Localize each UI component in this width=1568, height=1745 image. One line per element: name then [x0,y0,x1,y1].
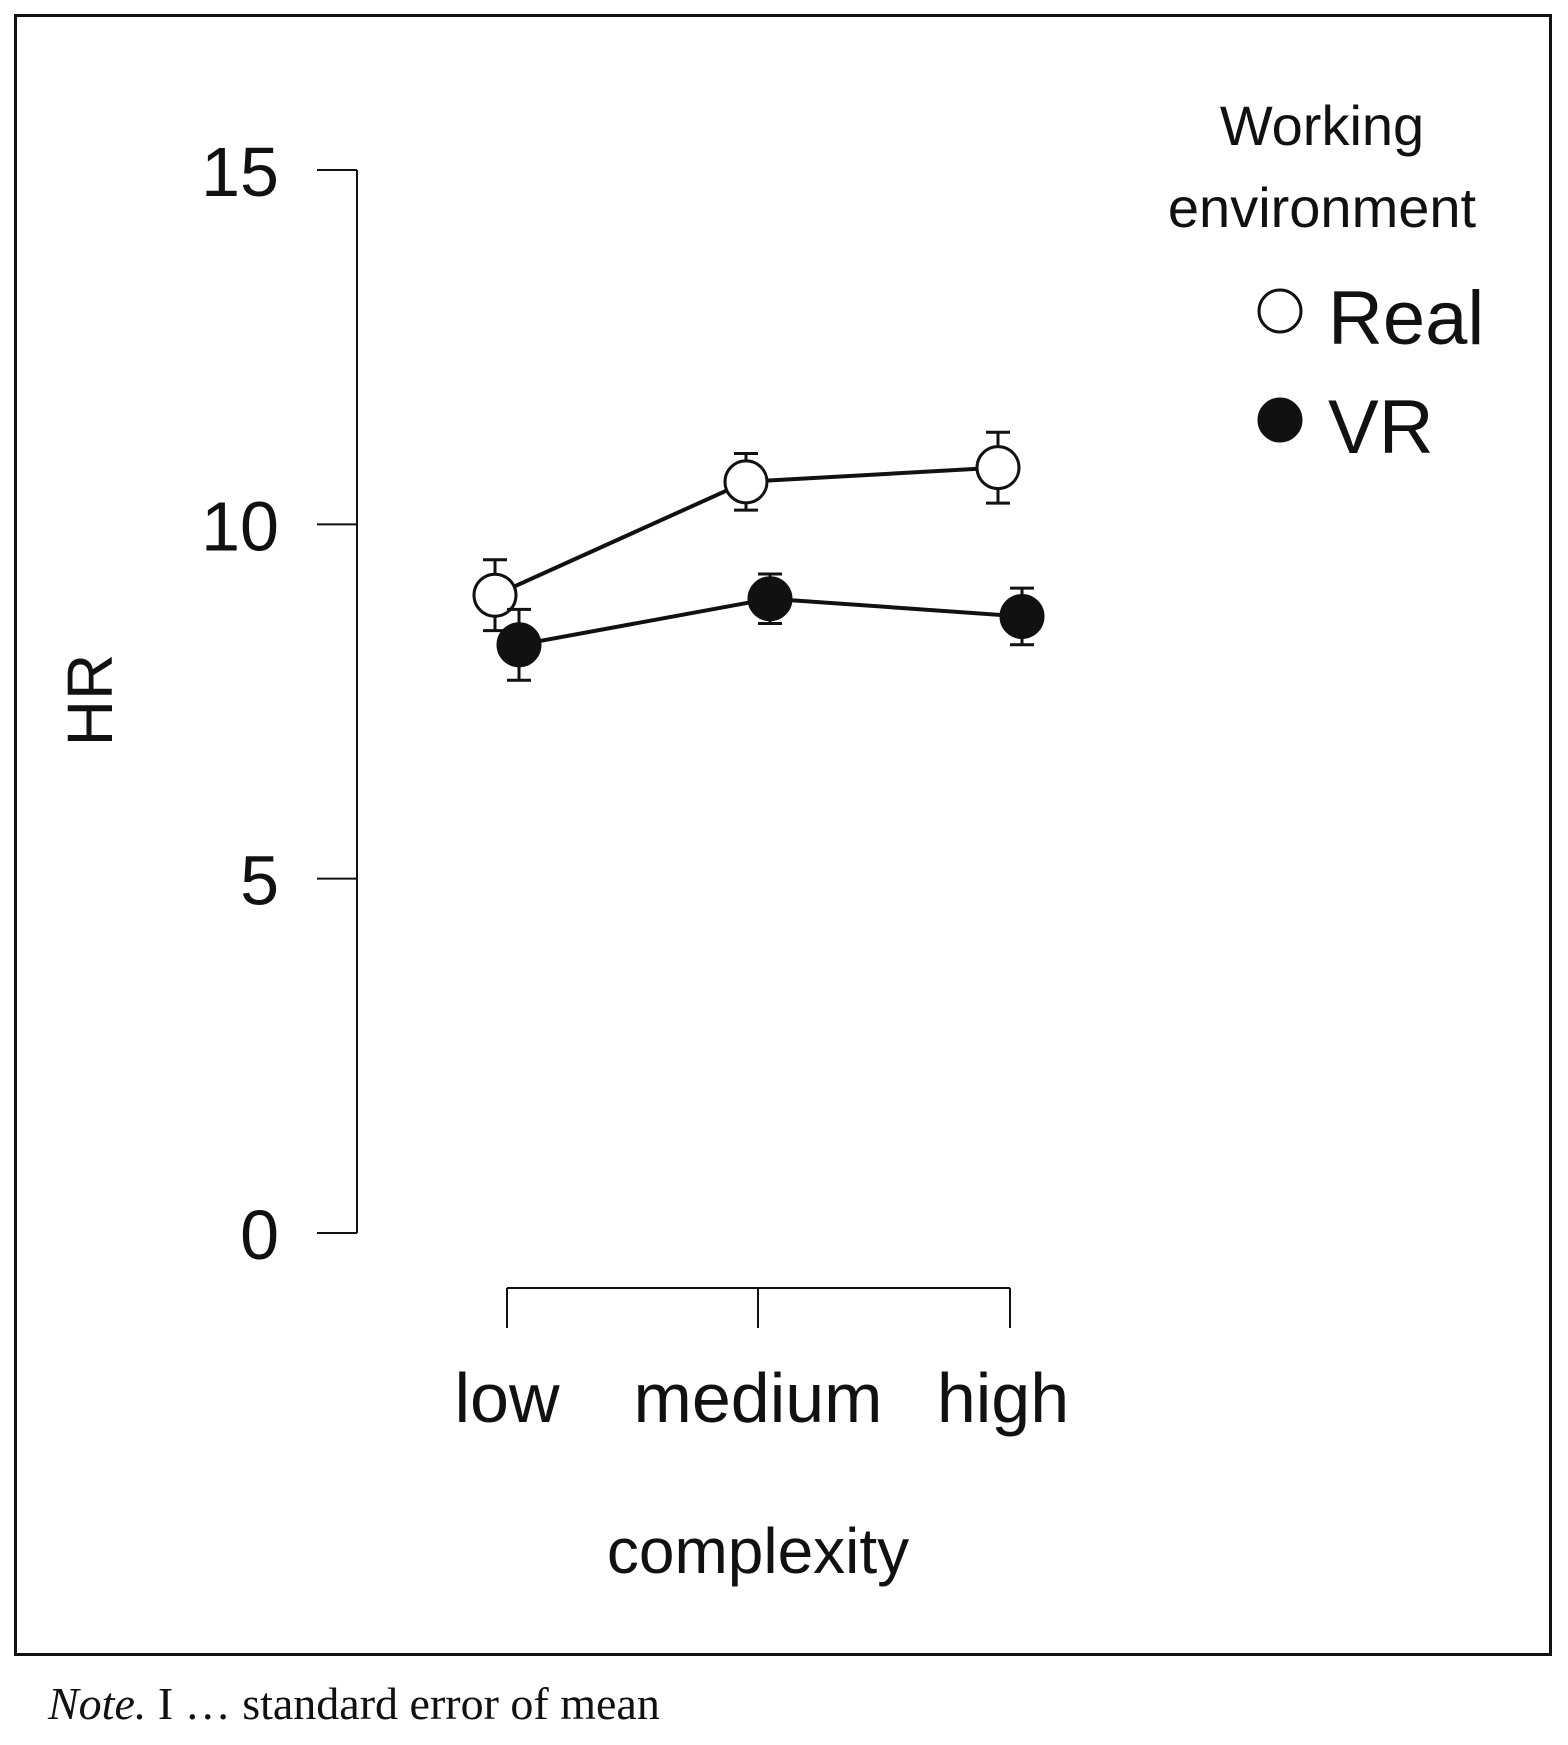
legend-marker-vr [1257,397,1303,443]
legend: Working environment Real VR [1168,94,1484,470]
hr-line-chart: 0 5 10 15 low medium high HR complexity Workin… [54,94,1484,1587]
series-real [472,430,1021,633]
point-vr-high [999,593,1045,639]
figure-frame [14,14,1552,1656]
y-tick-label-2: 10 [201,487,279,565]
x-tick-label-high: high [937,1359,1069,1437]
figure-note: Note. I … standard error of mean [48,1677,660,1730]
note-text: I … standard error of mean [146,1678,660,1729]
y-tick-label-0: 0 [240,1196,279,1274]
x-tick-label-medium: medium [634,1359,883,1437]
point-real-high [975,445,1021,491]
x-tick-label-low: low [454,1359,559,1437]
y-tick-label-1: 5 [240,842,279,920]
legend-label-real: Real [1328,276,1484,361]
point-real-medium [723,459,769,505]
legend-marker-real [1257,288,1303,334]
series-vr [496,572,1045,682]
y-axis-title: HR [54,654,126,746]
point-vr-low [496,622,542,668]
point-real-low [472,572,518,618]
axes-layer: 0 5 10 15 low medium high [201,133,1069,1437]
note-label: Note. [48,1678,147,1729]
point-vr-medium [747,576,793,622]
x-axis-title: complexity [607,1515,909,1587]
series-layer [472,430,1045,682]
legend-label-vr: VR [1328,385,1434,470]
y-tick-label-3: 15 [201,133,279,211]
legend-title-line-2: environment [1168,176,1477,239]
legend-title-line-1: Working [1220,94,1424,157]
